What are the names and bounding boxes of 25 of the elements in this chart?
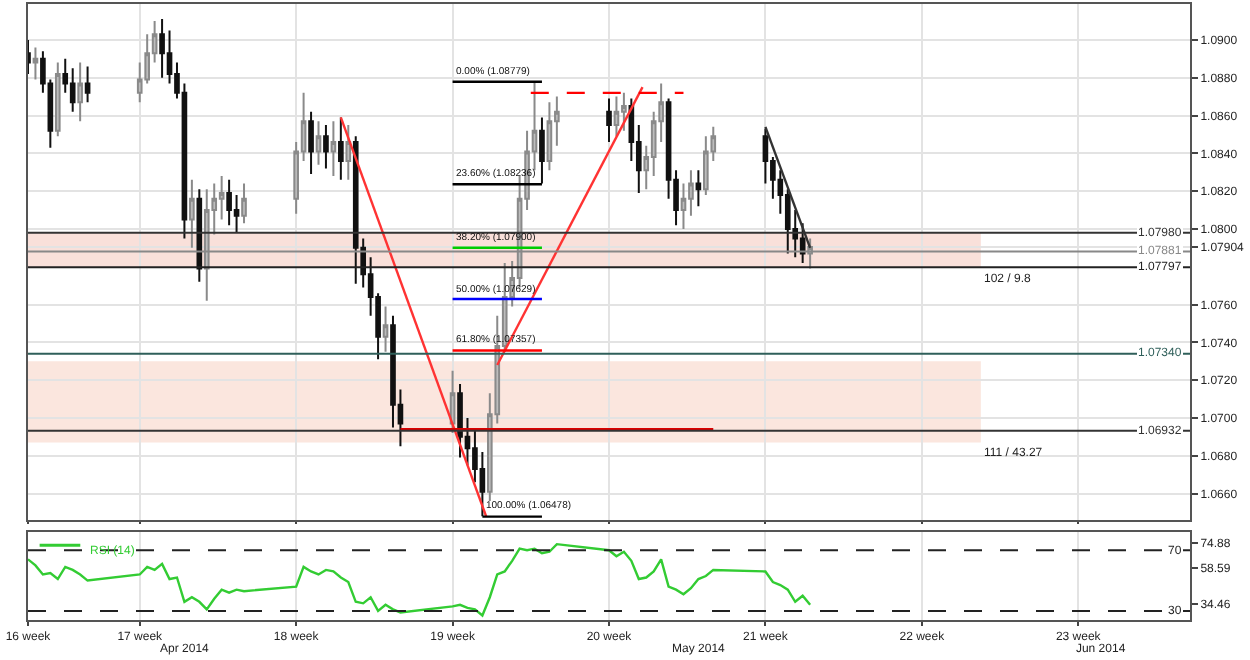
candlestick <box>345 123 352 181</box>
candlestick <box>338 116 344 181</box>
candlestick <box>241 182 247 225</box>
candlestick <box>315 120 322 166</box>
candlestick <box>352 135 359 285</box>
candlestick <box>695 169 702 208</box>
candlestick <box>621 91 627 132</box>
candlestick <box>382 305 389 353</box>
candlestick <box>323 123 329 170</box>
candlestick <box>457 382 463 459</box>
candlestick <box>539 116 545 185</box>
candlestick <box>69 67 76 113</box>
candlestick <box>308 110 314 176</box>
candlestick <box>159 18 165 79</box>
candlestick <box>84 65 91 104</box>
candlestick <box>606 97 612 143</box>
line-series <box>28 542 812 617</box>
candlestick <box>613 95 620 138</box>
candlestick <box>330 120 337 177</box>
candlestick <box>703 135 709 196</box>
candlestick <box>32 46 39 81</box>
candlestick <box>54 61 61 138</box>
candlestick <box>77 61 83 123</box>
candlestick <box>226 178 232 227</box>
candlestick <box>546 101 553 172</box>
